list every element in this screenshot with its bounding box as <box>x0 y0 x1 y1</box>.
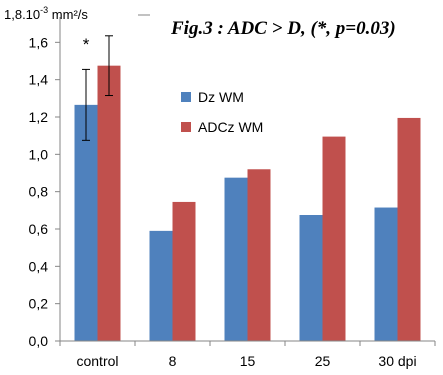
y-tick-label: 1,4 <box>29 72 49 88</box>
x-axis: control 8 15 25 30 dpi <box>59 341 436 369</box>
bar-dz-wm-8 <box>149 230 173 341</box>
y-axis-unit-label: 1,8.10-3 mm²/s <box>4 5 88 22</box>
error-bar <box>105 35 113 97</box>
y-tick-label: 1,6 <box>29 34 49 50</box>
bar-adcz-wm-8 <box>172 201 196 341</box>
y-tick-label: 0,8 <box>29 184 49 200</box>
y-tick-label: 1,0 <box>29 146 49 162</box>
y-tick-label: 1,2 <box>29 109 49 125</box>
bar-dz-wm-15 <box>224 177 248 341</box>
y-tick-label: 0,6 <box>29 221 49 237</box>
significance-annotation: * <box>83 35 90 54</box>
legend: Dz WM ADCz WM <box>181 89 263 135</box>
bar-dz-wm-25 <box>299 215 323 341</box>
chart-title: Fig.3 : ADC > D, (*, p=0.03) <box>170 18 396 39</box>
x-tick-label: 25 <box>315 353 331 369</box>
error-bar <box>82 68 90 141</box>
y-tick-label: 0,4 <box>29 258 49 274</box>
x-tick-label: 30 dpi <box>378 353 416 369</box>
legend-swatch <box>181 122 191 132</box>
bars <box>74 65 421 342</box>
y-tick-label: 0,0 <box>29 333 49 349</box>
y-tick-label: 0,2 <box>29 296 49 312</box>
legend-swatch <box>181 92 191 102</box>
legend-label: Dz WM <box>198 89 244 105</box>
x-tick-label: 15 <box>240 353 256 369</box>
bar-adcz-wm-control <box>97 65 121 342</box>
legend-label: ADCz WM <box>198 119 263 135</box>
bar-adcz-wm-15 <box>247 169 271 341</box>
y-axis: 0,0 0,2 0,4 0,6 0,8 1,0 1,2 1,4 1,6 <box>29 34 60 349</box>
error-bars <box>82 35 113 141</box>
bar-dz-wm-control <box>74 104 98 341</box>
x-tick-label: control <box>76 353 118 369</box>
x-tick-label: 8 <box>169 353 177 369</box>
bar-dz-wm-30-dpi <box>374 207 398 341</box>
bar-adcz-wm-25 <box>322 136 346 341</box>
bar-adcz-wm-30-dpi <box>397 117 421 341</box>
